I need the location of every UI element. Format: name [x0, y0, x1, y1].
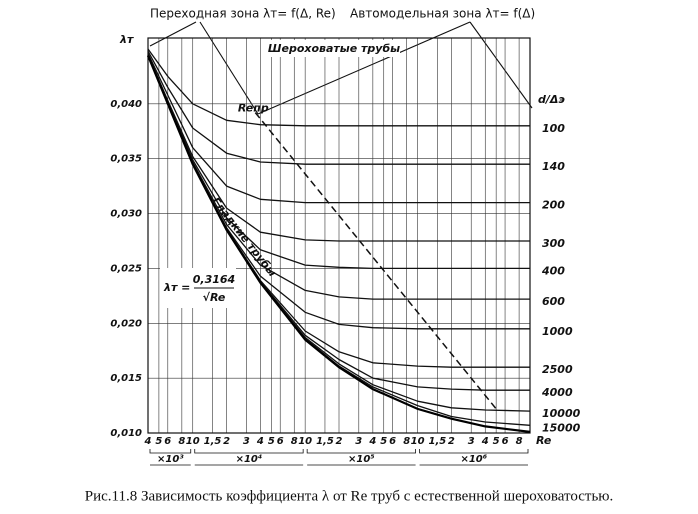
zone-pointer: [257, 21, 471, 115]
x-tick-label: 4: [481, 436, 489, 447]
y-tick-label: 0,035: [110, 154, 142, 165]
x-tick-label: 5: [380, 436, 387, 447]
x-axis-label: Re: [536, 434, 552, 447]
group-label: ×10³: [157, 454, 184, 465]
curve-label: 2500: [542, 363, 573, 376]
group-label: ×10⁶: [460, 454, 487, 465]
x-tick-label: 2: [223, 436, 230, 447]
y-axis-label: λт: [119, 33, 134, 46]
x-tick-label: 10: [411, 436, 425, 447]
x-tick-label: 2: [336, 436, 343, 447]
x-tick-label: 1,5: [429, 436, 447, 447]
caption: Рис.11.8 Зависимость коэффициента λ от R…: [85, 488, 614, 504]
zone-pointer: [469, 21, 533, 109]
curve-label: 100: [542, 122, 565, 135]
x-tick-label: 5: [268, 436, 275, 447]
group-bracket: [306, 449, 416, 466]
x-tick-label: 2: [448, 436, 455, 447]
curve-label: 1000: [542, 325, 573, 338]
curve-label: 140: [542, 160, 565, 173]
boundary-line: [254, 112, 498, 411]
group-label: ×10⁵: [348, 454, 375, 465]
plot-frame: [147, 37, 531, 434]
curve-label: 4000: [541, 386, 573, 399]
x-tick-label: 4: [144, 436, 152, 447]
x-tick-label: 6: [502, 436, 509, 447]
x-tick-label: 3: [355, 436, 362, 447]
curve: [147, 48, 530, 127]
curve: [147, 53, 530, 204]
formula-numerator: 0,3164: [193, 273, 235, 286]
curve-label: 200: [542, 199, 565, 212]
x-tick-label: 1,5: [316, 436, 334, 447]
x-tick-label: 5: [493, 436, 500, 447]
x-tick-label: 5: [155, 436, 162, 447]
x-tick-label: 3: [243, 436, 250, 447]
transition-zone-label: Переходная зона λт= f(Δ, Re): [150, 7, 336, 21]
x-tick-label: 8: [403, 436, 410, 447]
formula-lhs: λт =: [163, 281, 190, 294]
y-tick-label: 0,020: [110, 318, 142, 329]
y-tick-label: 0,010: [110, 428, 142, 439]
legend-title: d/Δэ: [538, 93, 565, 106]
x-tick-label: 10: [298, 436, 312, 447]
formula-denominator: √Re: [203, 291, 226, 304]
group-bracket: [194, 449, 304, 466]
x-tick-label: 6: [164, 436, 171, 447]
smooth-curve: [146, 55, 531, 433]
group-label: ×10⁴: [236, 454, 263, 465]
group-bracket: [419, 449, 529, 466]
zone-pointer: [149, 21, 197, 47]
x-tick-label: 4: [368, 436, 376, 447]
x-tick-label: 3: [468, 436, 475, 447]
curve-label: 600: [542, 295, 565, 308]
x-tick-label: 6: [389, 436, 396, 447]
y-tick-label: 0,015: [110, 373, 142, 384]
zone-pointer: [199, 21, 259, 115]
curve: [147, 55, 530, 270]
y-tick-label: 0,040: [110, 99, 142, 110]
curve: [147, 54, 530, 242]
x-tick-label: 10: [186, 436, 200, 447]
rough-zone-label: Автомодельная зона λт= f(Δ): [350, 7, 535, 21]
x-tick-label: 4: [256, 436, 264, 447]
x-tick-label: 8: [291, 436, 298, 447]
x-tick-label: 1,5: [204, 436, 222, 447]
group-bracket: [149, 449, 192, 466]
curve-label: 400: [541, 264, 565, 277]
curve-label: 10000: [542, 407, 581, 420]
curve-label: 15000: [542, 421, 581, 434]
boundary-label: Reпр: [238, 102, 269, 115]
y-tick-label: 0,025: [110, 263, 142, 274]
label-box: [268, 40, 400, 57]
y-tick-label: 0,030: [110, 209, 142, 220]
rough-pipes-label: Шероховатые трубы: [268, 42, 400, 55]
x-tick-label: 6: [277, 436, 284, 447]
x-tick-label: 8: [516, 436, 523, 447]
x-tick-label: 8: [178, 436, 185, 447]
curve-label: 300: [542, 237, 565, 250]
curve: [147, 50, 530, 165]
